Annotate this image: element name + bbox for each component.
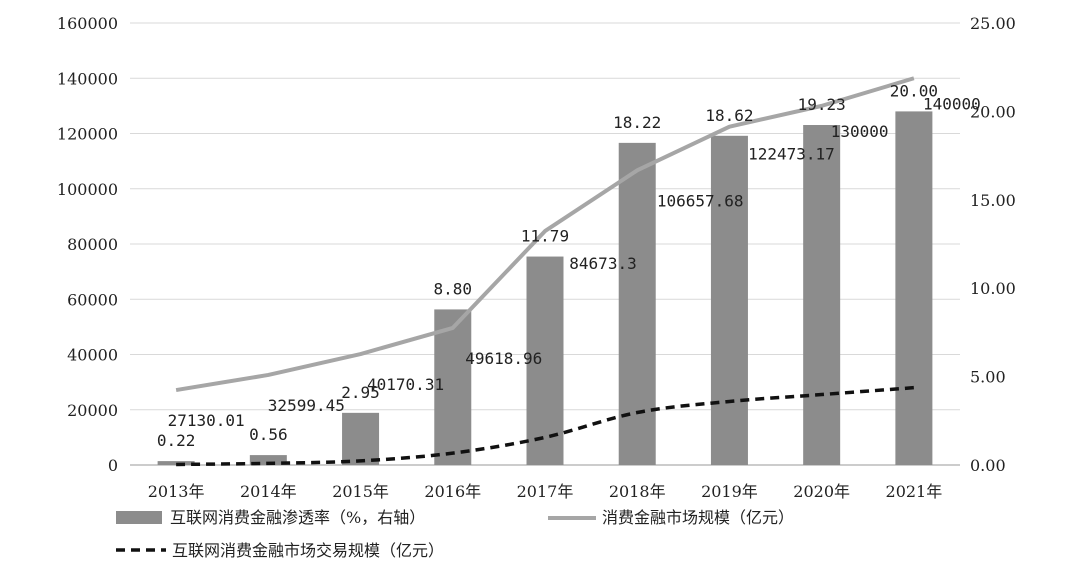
right-tick-label: 10.00 — [970, 279, 1016, 298]
line-value-label: 84673.3 — [569, 254, 636, 273]
left-tick-label: 0 — [108, 456, 118, 475]
series-line-transaction — [176, 385, 915, 467]
x-tick-label: 2014年 — [240, 482, 297, 501]
bar — [526, 256, 564, 465]
x-tick-label: 2021年 — [886, 482, 943, 501]
x-tick-label: 2017年 — [517, 482, 574, 501]
left-tick-label: 140000 — [57, 69, 118, 88]
right-axis: 0.00 5.00 10.00 15.00 20.00 25.00 — [970, 14, 1016, 475]
x-tick-label: 2015年 — [332, 482, 389, 501]
bar-series — [157, 111, 933, 466]
bar-value-label: 2.95 — [341, 383, 380, 402]
bar-value-label: 19.23 — [798, 95, 846, 114]
series-line-market — [175, 76, 915, 393]
bar-value-label: 20.00 — [890, 81, 938, 100]
left-tick-label: 80000 — [67, 235, 118, 254]
x-tick-label: 2020年 — [793, 482, 850, 501]
bar-value-label: 18.62 — [705, 106, 753, 125]
left-tick-label: 160000 — [57, 14, 118, 33]
line-value-label: 40170.31 — [367, 375, 444, 394]
bar — [803, 125, 841, 465]
legend-label-transaction: 互联网消费金融市场交易规模（亿元） — [172, 541, 444, 560]
left-tick-label: 60000 — [67, 290, 118, 309]
line-value-label: 106657.68 — [657, 191, 744, 210]
bar — [895, 111, 933, 466]
right-tick-label: 5.00 — [970, 368, 1006, 387]
line-value-label: 140000 — [923, 94, 981, 113]
left-axis: 0 20000 40000 60000 80000 100000 120000 140000 1… — [57, 14, 118, 475]
x-tick-label: 2016年 — [424, 482, 481, 501]
bar-value-label: 0.22 — [157, 431, 196, 450]
legend-label-bar: 互联网消费金融渗透率（%，右轴） — [170, 508, 425, 527]
right-tick-label: 25.00 — [970, 14, 1016, 33]
x-tick-label: 2013年 — [148, 482, 205, 501]
grid-lines — [130, 22, 960, 466]
bar-value-label: 11.79 — [521, 227, 569, 246]
line-series — [175, 76, 915, 467]
legend-label-market: 消费金融市场规模（亿元） — [602, 508, 794, 527]
line-value-label: 122473.17 — [748, 145, 835, 164]
left-tick-label: 40000 — [67, 346, 118, 365]
right-tick-label: 20.00 — [970, 102, 1016, 121]
bar — [434, 309, 472, 465]
left-tick-label: 20000 — [67, 401, 118, 420]
bar-value-label: 8.80 — [434, 279, 473, 298]
line-value-label: 130000 — [831, 122, 889, 141]
line-value-label: 27130.01 — [168, 411, 245, 430]
left-tick-label: 120000 — [57, 125, 118, 144]
bar — [342, 412, 380, 465]
bar-value-label: 18.22 — [613, 113, 661, 132]
x-tick-label: 2019年 — [701, 482, 758, 501]
bar — [249, 455, 287, 465]
right-tick-label: 15.00 — [970, 191, 1016, 210]
left-tick-label: 100000 — [57, 180, 118, 199]
x-tick-label: 2018年 — [609, 482, 666, 501]
line-value-label: 32599.45 — [268, 396, 345, 415]
line-value-label: 49618.96 — [465, 349, 542, 368]
legend: 互联网消费金融渗透率（%，右轴） 消费金融市场规模（亿元） 互联网消费金融市场交… — [116, 508, 794, 560]
bar — [710, 135, 748, 465]
right-tick-label: 0.00 — [970, 456, 1006, 475]
x-axis: 2013年 2014年 2015年 2016年 2017年 2018年 2019年 2020年… — [148, 482, 943, 501]
data-labels: 0.22 0.56 2.95 8.80 11.79 18.22 18.62 19.23 20.0… — [157, 81, 981, 450]
bar-value-label: 0.56 — [249, 425, 288, 444]
legend-swatch-bar — [116, 511, 162, 524]
